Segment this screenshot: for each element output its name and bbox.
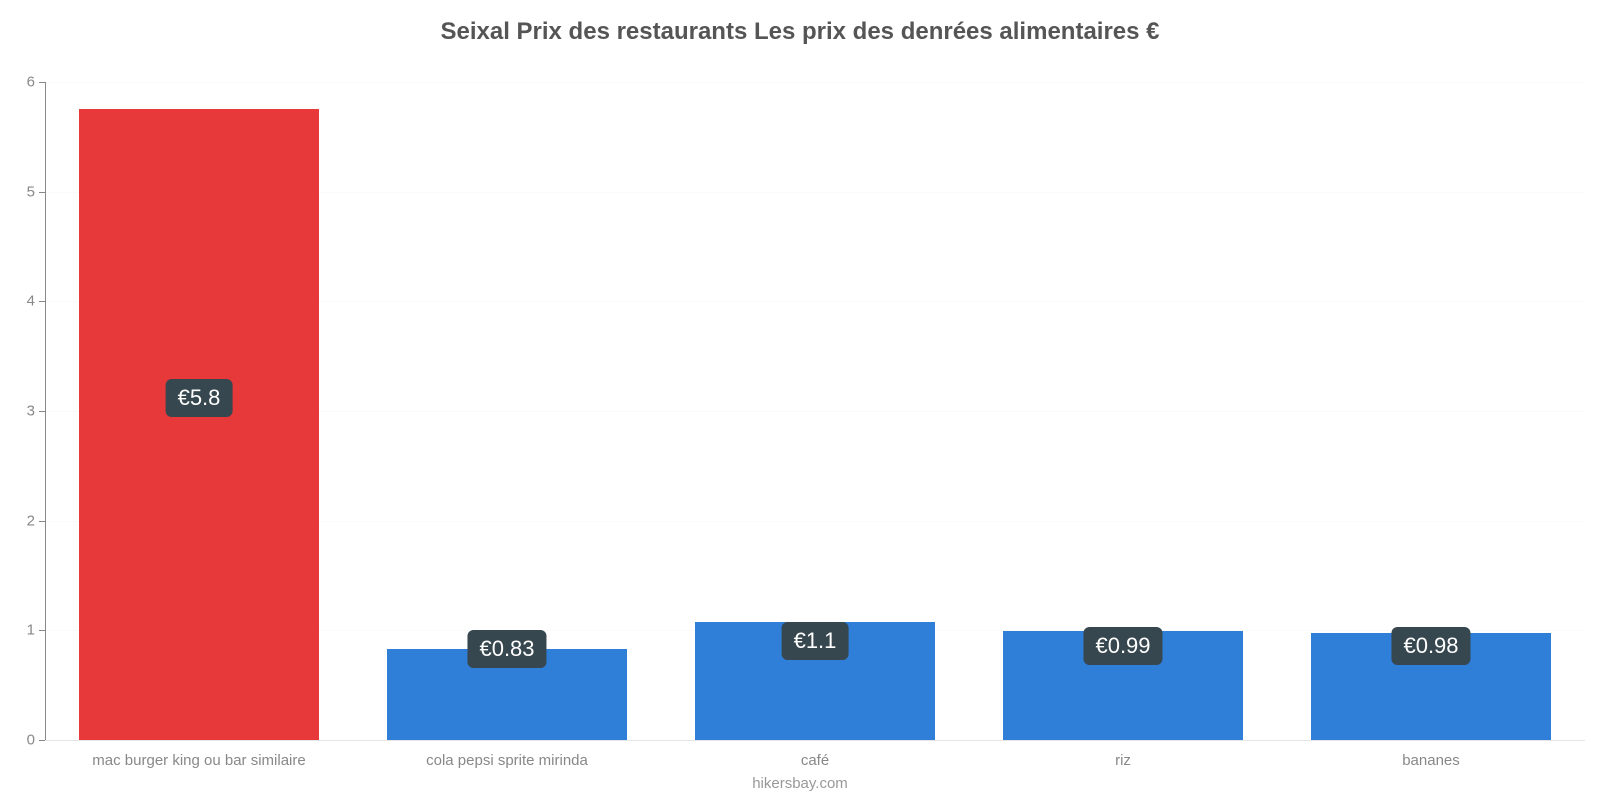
price-bar-chart: Seixal Prix des restaurants Les prix des… bbox=[0, 0, 1600, 800]
bar-value-badge: €0.83 bbox=[467, 630, 546, 668]
y-axis-line bbox=[45, 82, 46, 740]
y-tick-label: 3 bbox=[27, 402, 35, 419]
chart-title: Seixal Prix des restaurants Les prix des… bbox=[0, 18, 1600, 46]
bar-value-badge: €1.1 bbox=[782, 622, 849, 660]
bar bbox=[79, 109, 319, 740]
bar-value-badge: €0.98 bbox=[1391, 627, 1470, 665]
y-tick-label: 0 bbox=[27, 732, 35, 749]
bar-value-badge: €5.8 bbox=[166, 379, 233, 417]
y-tick-label: 6 bbox=[27, 73, 35, 90]
grid-line bbox=[45, 82, 1585, 83]
plot-area: 0123456€5.8mac burger king ou bar simila… bbox=[45, 60, 1585, 740]
grid-line bbox=[45, 740, 1585, 741]
x-category-label: bananes bbox=[1402, 752, 1460, 769]
y-tick-label: 5 bbox=[27, 183, 35, 200]
bar-value-badge: €0.99 bbox=[1083, 627, 1162, 665]
y-tick-mark bbox=[39, 740, 45, 741]
x-category-label: café bbox=[801, 752, 829, 769]
y-tick-label: 2 bbox=[27, 512, 35, 529]
x-category-label: riz bbox=[1115, 752, 1131, 769]
chart-footer: hikersbay.com bbox=[0, 775, 1600, 792]
x-category-label: mac burger king ou bar similaire bbox=[92, 752, 305, 769]
y-tick-label: 4 bbox=[27, 293, 35, 310]
y-tick-label: 1 bbox=[27, 622, 35, 639]
x-category-label: cola pepsi sprite mirinda bbox=[426, 752, 588, 769]
